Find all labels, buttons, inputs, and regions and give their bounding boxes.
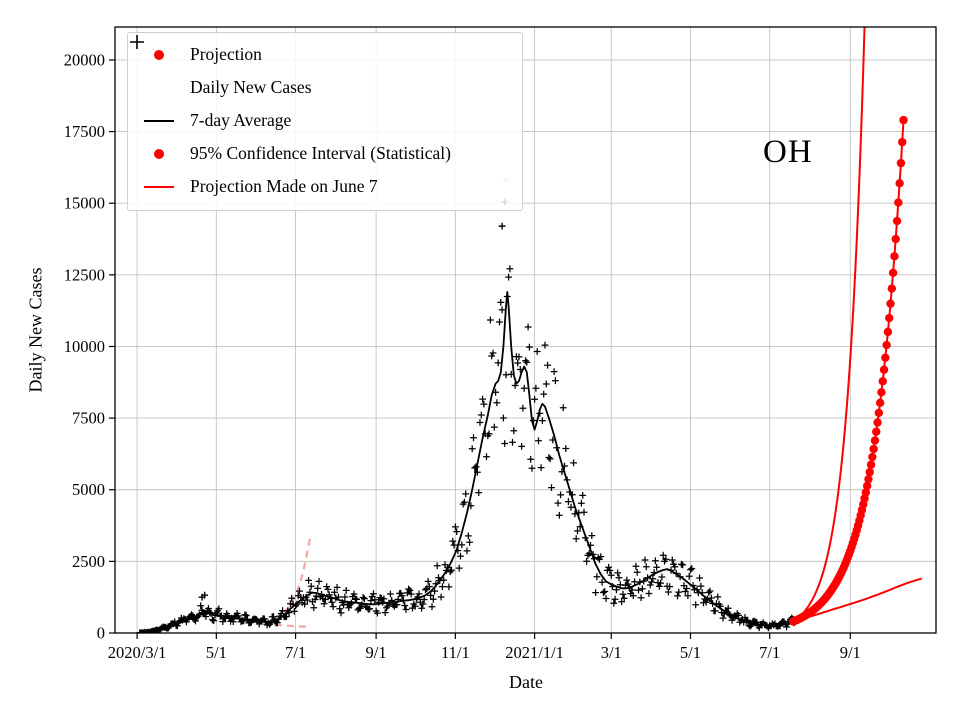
legend-item-label: Projection Made on June 7 xyxy=(190,176,378,196)
y-axis-label: Daily New Cases xyxy=(25,267,46,393)
svg-text:7/1: 7/1 xyxy=(759,643,780,662)
svg-text:12500: 12500 xyxy=(64,265,105,284)
svg-text:9/1: 9/1 xyxy=(840,643,861,662)
svg-text:15000: 15000 xyxy=(64,194,105,213)
legend-item-projection: Projection xyxy=(128,38,522,71)
svg-text:5000: 5000 xyxy=(72,480,105,499)
legend-marker xyxy=(128,119,190,122)
legend-marker xyxy=(128,148,190,159)
svg-text:2020/3/1: 2020/3/1 xyxy=(108,643,167,662)
svg-text:5/1: 5/1 xyxy=(206,643,227,662)
svg-text:3/1: 3/1 xyxy=(601,643,622,662)
state-annotation: OH xyxy=(763,134,813,170)
svg-text:7500: 7500 xyxy=(72,409,105,428)
x-axis-label: Date xyxy=(509,672,543,692)
legend-item-label: 95% Confidence Interval (Statistical) xyxy=(190,143,451,163)
legend-marker xyxy=(128,185,190,188)
svg-text:10000: 10000 xyxy=(64,337,105,356)
black-line-icon xyxy=(144,119,174,122)
svg-text:0: 0 xyxy=(97,624,105,643)
red-line-icon xyxy=(144,185,174,188)
svg-text:11/1: 11/1 xyxy=(441,643,470,662)
legend-item-confidence-interval: 95% Confidence Interval (Statistical) xyxy=(128,137,522,170)
legend-item-daily-new-cases: Daily New Cases xyxy=(128,35,522,104)
plus-marker-icon xyxy=(130,35,144,49)
legend-item-label: Projection xyxy=(190,44,262,64)
svg-text:17500: 17500 xyxy=(64,122,105,141)
svg-text:9/1: 9/1 xyxy=(366,643,387,662)
svg-text:2021/1/1: 2021/1/1 xyxy=(505,643,564,662)
svg-text:5/1: 5/1 xyxy=(680,643,701,662)
projection-dot-icon xyxy=(154,49,164,60)
svg-text:7/1: 7/1 xyxy=(285,643,306,662)
legend-item-label: Daily New Cases xyxy=(190,77,312,97)
legend-item-7day-average: 7-day Average xyxy=(128,104,522,137)
ci-dot-icon xyxy=(154,148,164,159)
legend: Projection Daily New Cases 7-day Average… xyxy=(127,32,523,211)
svg-text:2500: 2500 xyxy=(72,552,105,571)
legend-marker xyxy=(128,49,190,60)
legend-item-projection-june7: Projection Made on June 7 xyxy=(128,170,522,203)
svg-text:20000: 20000 xyxy=(64,50,105,69)
legend-item-label: 7-day Average xyxy=(190,110,292,130)
